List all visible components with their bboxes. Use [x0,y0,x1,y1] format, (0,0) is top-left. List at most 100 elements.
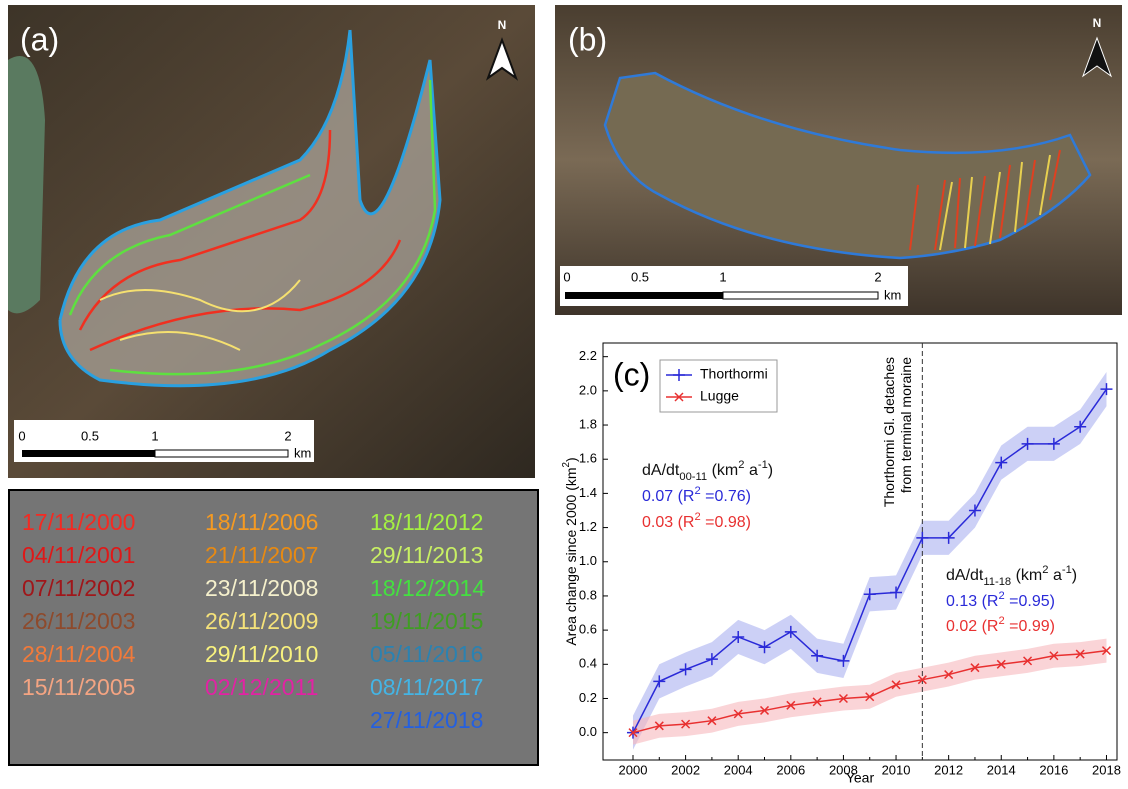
x-tick-label: 2002 [671,762,700,777]
annotation: dA/dt00-11 (km2 a-1) [642,459,773,483]
x-tick-label: 2018 [1092,762,1121,777]
y-tick-label: 0.4 [579,656,597,671]
scale-label: 0.5 [631,269,649,284]
scale-unit: km [884,287,901,302]
marker [1101,646,1112,656]
text-part: 2 [738,459,744,471]
panel-a: (a) N 0 0.5 1 2 km [8,5,535,478]
text-part: =0.95) [1005,593,1055,610]
lake [8,56,45,314]
marker [916,531,929,544]
marker [758,641,771,654]
marker [811,649,824,662]
annotation: 0.07 (R2 =0.76) [642,485,751,505]
x-tick-label: 2000 [619,762,648,777]
marker [679,663,692,676]
text-part: a [1049,567,1062,584]
marker [968,504,981,517]
marker [996,659,1006,669]
text-part: (km [707,462,738,479]
north-arrow [1081,36,1113,78]
text-part: 0.13 (R [946,593,998,610]
text-part: ) [563,457,579,462]
date-entry: 04/11/2001 [22,542,135,568]
marker [707,716,717,726]
scale-label: 1 [719,269,726,284]
x-tick-label: 2008 [829,762,858,777]
text-part: =0.76) [701,488,751,505]
date-legend [8,489,539,766]
marker [812,697,822,707]
text-part: dA/dt [642,462,680,479]
marker [944,670,954,680]
date-entry: 28/11/2004 [22,641,136,667]
y-tick-label: 0.0 [579,724,597,739]
uncertainty-band [632,638,1107,745]
marker [732,630,745,643]
x-tick-label: 2014 [987,762,1016,777]
date-entry: 02/12/2011 [205,674,318,700]
annotation: 0.03 (R2 =0.98) [642,511,751,531]
text-part: 0.02 (R [946,618,998,635]
x-tick-label: 2004 [724,762,753,777]
x-tick-label: 2016 [1039,762,1068,777]
date-entry: 18/11/2012 [370,509,483,535]
text-part: 0.03 (R [642,514,694,531]
y-tick-label: 1.2 [579,519,597,534]
y-tick-label: 2.0 [579,382,597,397]
marker [970,663,980,673]
marker [654,721,664,731]
y-tick-label: 1.4 [579,485,597,500]
date-entry: 29/11/2010 [205,641,318,667]
panel-label: (c) [613,356,650,392]
outline [99,279,301,351]
date-entry: 15/11/2005 [22,674,135,700]
annotation: dA/dt11-18 (km2 a-1) [946,564,1077,588]
outline [58,29,442,388]
marker [890,586,903,599]
marker [891,680,901,690]
scale-bar [722,291,879,300]
north-label: N [498,18,507,32]
marker [837,654,850,667]
marker [995,456,1008,469]
marker [942,531,955,544]
date-list: 17/11/2000 04/11/2001 07/11/2002 26/11/2003… [22,509,485,733]
event-label: Thorthormi Gl. detaches [881,357,897,507]
scale-label: 2 [284,428,291,443]
marker [786,700,796,710]
legend-label: Lugge [700,388,739,404]
uncertainty-band [632,372,1107,750]
date-entry: 29/11/2013 [370,542,483,568]
marker [733,709,743,719]
marker [1075,649,1085,659]
north-arrow [485,37,519,81]
y-tick-label: 1.8 [579,416,597,431]
panel-label: (a) [20,21,59,57]
y-axis-label: Area change since 2000 (km2) [561,457,579,645]
marker [865,692,875,702]
scale-unit: km [294,445,311,460]
text-part: -1 [758,459,768,471]
outline [939,154,1051,251]
outline [909,149,1061,251]
text-part: 2 [998,615,1004,627]
y-tick-label: 1.0 [579,553,597,568]
scale-bar [22,450,155,457]
x-tick-label: 2012 [934,762,963,777]
text-part: a [745,462,758,479]
plot-frame [602,342,1118,761]
scale-label: 0.5 [81,428,99,443]
marker [838,693,848,704]
text-part: 2 [694,485,700,497]
text-part: 2 [694,511,700,523]
date-entry: 18/12/2014 [370,575,485,601]
text-part: 11-18 [983,576,1011,588]
date-entry: 18/11/2006 [205,509,318,535]
y-tick-label: 0.8 [579,587,597,602]
marker [1100,383,1113,396]
scale-label: 2 [874,269,881,284]
scale-label: 1 [151,428,158,443]
marker [1023,656,1033,666]
